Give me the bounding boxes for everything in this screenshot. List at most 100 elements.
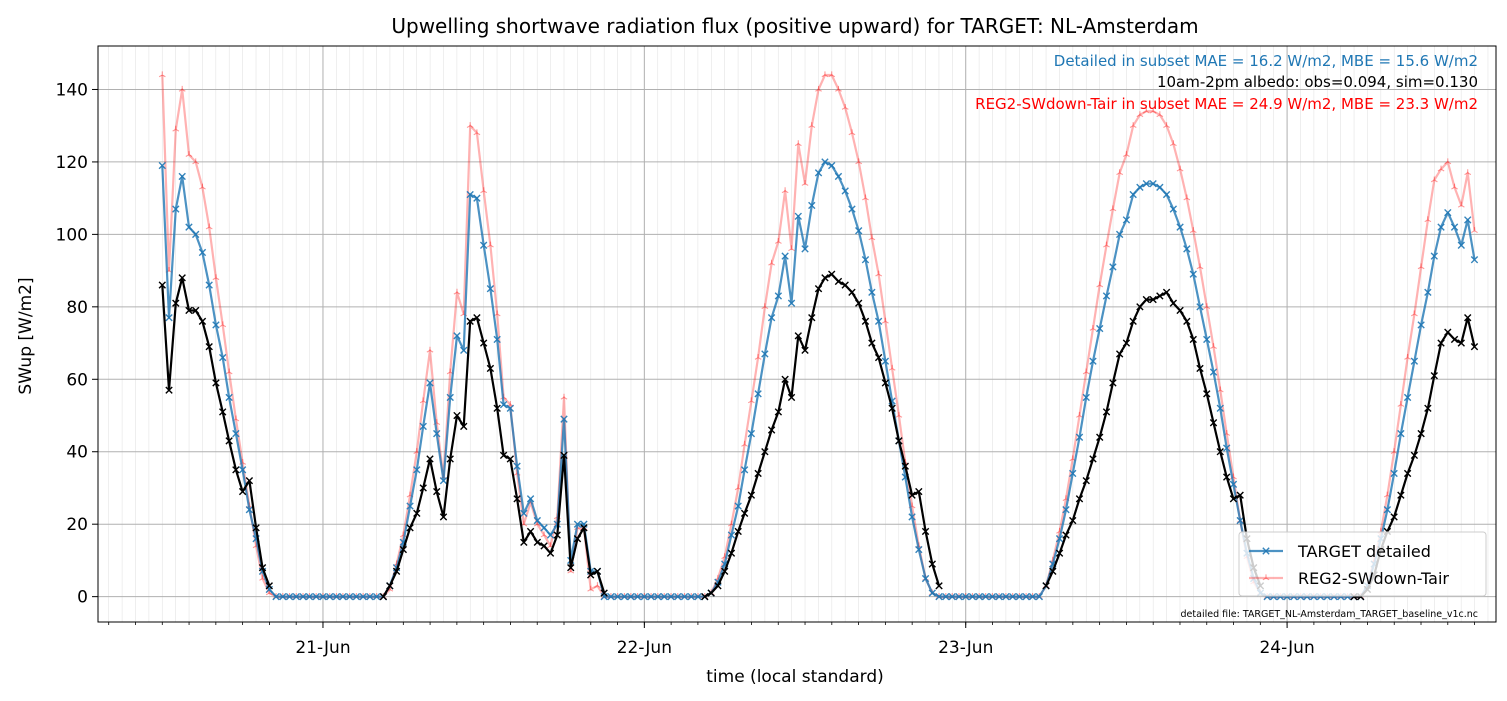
data-point: [781, 187, 789, 194]
data-point: [1444, 158, 1452, 165]
data-point: [814, 285, 823, 293]
y-tick-label: 80: [66, 298, 88, 318]
legend-label: TARGET detailed: [1297, 542, 1431, 561]
data-point: [1450, 223, 1459, 231]
data-point: [801, 180, 809, 186]
data-point: [319, 592, 327, 601]
data-point: [279, 592, 287, 601]
data-point: [1129, 317, 1137, 326]
data-point: [172, 299, 180, 307]
data-point: [1075, 433, 1084, 441]
data-point: [633, 592, 642, 601]
data-point: [1149, 295, 1157, 304]
data-point: [1203, 390, 1211, 398]
data-point: [1470, 342, 1479, 351]
data-point: [1430, 371, 1438, 380]
data-point: [513, 495, 521, 503]
data-point: [413, 509, 421, 518]
data-point: [815, 85, 822, 92]
data-point: [1102, 292, 1111, 300]
data-point: [1189, 227, 1197, 234]
data-point: [1383, 506, 1392, 514]
data-point: [627, 592, 635, 601]
data-point: [1189, 270, 1197, 278]
x-tick-label: 24-Jun: [1259, 638, 1314, 658]
data-point: [480, 187, 488, 194]
data-point: [1183, 317, 1191, 326]
data-point: [1082, 393, 1090, 402]
legend: TARGET detailed REG2-SWdown-Tair: [1238, 531, 1487, 597]
data-point: [486, 364, 495, 373]
data-point: [520, 509, 528, 518]
data-point: [345, 592, 354, 601]
data-point: [781, 252, 789, 260]
data-point: [540, 542, 548, 550]
data-point: [935, 582, 943, 590]
data-point: [1156, 111, 1164, 118]
data-point: [165, 314, 173, 322]
data-point: [727, 531, 736, 539]
data-point: [439, 513, 448, 521]
data-point: [1203, 335, 1211, 344]
data-point: [915, 545, 923, 554]
data-point: [1471, 227, 1478, 234]
data-point: [868, 339, 876, 347]
data-point: [1123, 151, 1130, 157]
data-point: [727, 549, 736, 557]
annotation-reg2-stats: REG2-SWdown-Tair in subset MAE = 24.9 W/…: [975, 95, 1478, 113]
x-tick-label: 23-Jun: [938, 638, 993, 658]
data-point: [178, 172, 186, 181]
data-point: [841, 103, 849, 110]
data-point: [499, 400, 508, 409]
data-point: [292, 592, 300, 601]
y-tick-label: 120: [56, 153, 88, 173]
data-point: [862, 194, 869, 201]
data-point: [1176, 306, 1184, 315]
data-point: [486, 285, 495, 293]
data-point: [1444, 328, 1452, 336]
data-point: [192, 158, 200, 165]
data-point: [1397, 491, 1405, 499]
data-point: [386, 582, 394, 590]
x-tick-label: 21-Jun: [295, 638, 350, 658]
data-point: [1390, 469, 1398, 478]
data-point: [794, 332, 802, 340]
data-point: [667, 592, 675, 601]
data-point: [874, 317, 883, 326]
data-point: [1403, 393, 1412, 402]
data-point: [192, 230, 200, 239]
data-point: [1457, 241, 1465, 249]
data-point: [526, 495, 535, 503]
data-point: [198, 248, 207, 257]
data-point: [594, 582, 601, 589]
data-point: [808, 201, 816, 210]
data-point: [312, 592, 320, 601]
data-point: [828, 71, 836, 78]
data-point: [855, 227, 863, 235]
data-point: [1069, 469, 1077, 478]
data-point: [1464, 216, 1472, 224]
data-point: [567, 563, 575, 572]
data-point: [520, 538, 528, 546]
data-point: [1089, 324, 1097, 331]
data-point: [1390, 513, 1398, 521]
data-point: [981, 592, 990, 601]
data-point: [921, 574, 930, 583]
data-point: [339, 592, 347, 601]
data-point: [600, 589, 608, 597]
data-point: [225, 393, 233, 402]
data-point: [975, 592, 983, 601]
data-point: [895, 411, 903, 418]
data-point: [714, 582, 722, 590]
y-tick-label: 0: [77, 588, 88, 608]
data-point: [172, 205, 180, 213]
data-point: [1410, 451, 1419, 460]
data-point: [1169, 140, 1177, 147]
data-point: [1163, 122, 1170, 128]
data-point: [868, 288, 876, 297]
data-point: [238, 487, 247, 496]
data-point: [848, 288, 856, 297]
data-point: [466, 122, 474, 128]
data-point: [828, 270, 836, 278]
data-point: [1129, 122, 1137, 128]
